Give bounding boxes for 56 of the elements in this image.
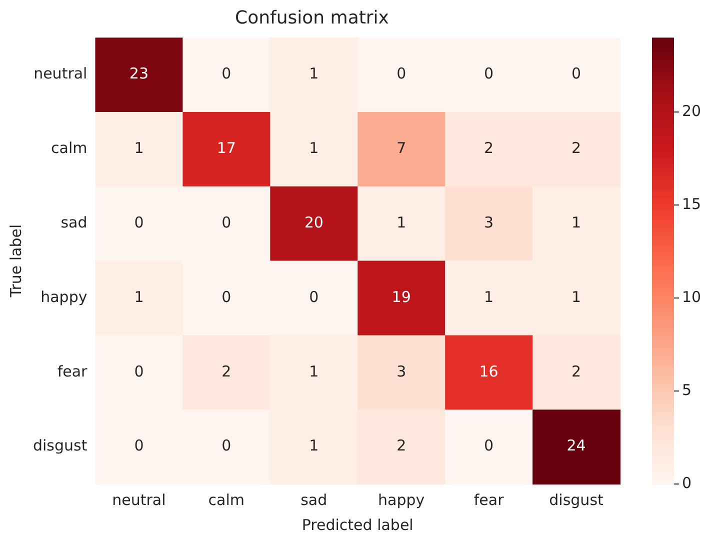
- color-bar-label: 10: [682, 288, 702, 306]
- data-label: 0: [134, 362, 144, 380]
- data-label: 1: [309, 362, 319, 380]
- color-bar-label: 20: [682, 102, 702, 120]
- color-bar-label: 15: [682, 194, 702, 213]
- data-label: 17: [216, 139, 236, 158]
- data-label: 1: [134, 139, 144, 158]
- data-label: 7: [396, 139, 406, 158]
- x-axis-title: Predicted label: [302, 516, 414, 534]
- y-axis-title: True label: [6, 224, 25, 298]
- data-label: 0: [134, 213, 144, 232]
- y-tick-label: calm: [51, 139, 88, 158]
- color-bar-label: 5: [682, 380, 692, 399]
- data-label: 1: [309, 139, 319, 158]
- data-label: 16: [479, 362, 498, 380]
- data-label: 2: [396, 436, 406, 455]
- data-label: 0: [571, 64, 582, 83]
- data-label: 0: [222, 213, 232, 232]
- y-tick-label: disgust: [32, 436, 88, 455]
- x-tick-label: happy: [378, 490, 425, 509]
- data-label: 1: [396, 213, 406, 232]
- y-tick-label: neutral: [34, 64, 88, 83]
- data-label: 2: [571, 139, 582, 158]
- data-label: 2: [222, 362, 232, 380]
- data-label: 24: [566, 436, 586, 455]
- chart-title: Confusion matrix: [235, 7, 390, 28]
- data-label: 0: [222, 64, 232, 83]
- data-label: 0: [222, 436, 232, 455]
- data-label: 23: [129, 64, 149, 83]
- data-label: 1: [309, 64, 319, 83]
- data-label: 2: [571, 362, 582, 380]
- data-label: 0: [222, 288, 232, 306]
- y-tick-label: fear: [57, 362, 88, 380]
- data-label: 1: [484, 288, 494, 306]
- data-label: 2: [484, 139, 494, 158]
- y-tick-label: sad: [60, 213, 88, 232]
- data-label: 0: [484, 64, 494, 83]
- data-label: 0: [396, 64, 406, 83]
- x-tick-label: fear: [474, 490, 505, 509]
- data-label: 1: [571, 213, 582, 232]
- data-label: 19: [392, 288, 411, 306]
- data-label: 1: [309, 436, 319, 455]
- data-label: 0: [309, 288, 319, 306]
- x-tick-label: calm: [208, 490, 245, 509]
- data-label: 3: [484, 213, 494, 232]
- data-label: 1: [134, 288, 144, 306]
- x-tick-label: sad: [300, 490, 328, 509]
- color-bar-label: 0: [682, 474, 692, 492]
- y-tick-label: happy: [40, 288, 88, 306]
- data-label: 0: [484, 436, 494, 455]
- data-label: 1: [571, 288, 582, 306]
- data-label: 3: [396, 362, 406, 380]
- data-label: 20: [304, 213, 324, 232]
- data-label: 0: [134, 436, 144, 455]
- x-tick-label: neutral: [112, 490, 166, 509]
- x-tick-label: disgust: [549, 490, 604, 509]
